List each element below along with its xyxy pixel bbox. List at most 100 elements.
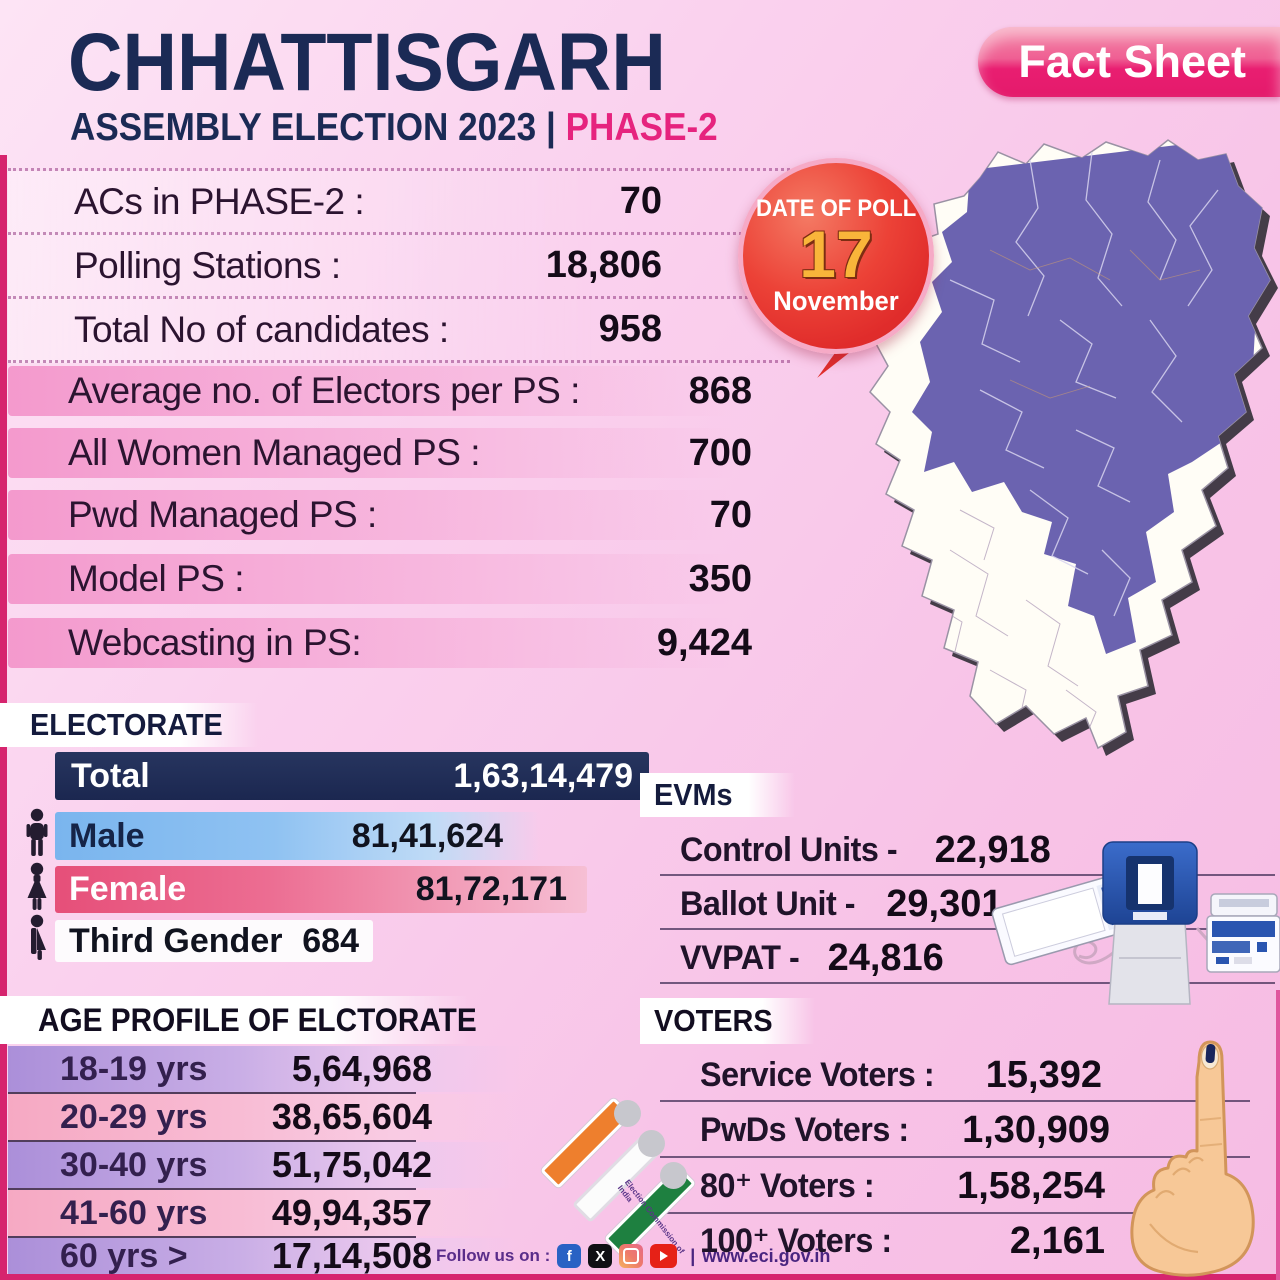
website-link[interactable]: www.eci.gov.in xyxy=(702,1245,831,1266)
subtitle-divider: | xyxy=(545,106,556,149)
stat-label: Pwd Managed PS : xyxy=(68,494,377,535)
subtitle-text: ASSEMBLY ELECTION 2023 xyxy=(70,106,537,149)
age-value: 38,65,604 xyxy=(271,1096,432,1137)
eci-logo: Election Commission of India xyxy=(522,1082,696,1257)
stat-label: ACs in PHASE-2 : xyxy=(74,180,365,222)
stat-value: 9,424 xyxy=(656,621,752,664)
eci-dot xyxy=(638,1130,665,1157)
male-label: Male xyxy=(69,816,145,855)
evm-label: VVPAT - xyxy=(680,938,800,977)
website-separator: | xyxy=(690,1245,696,1266)
voters-row-80plus: 80⁺ Voters : 1,58,254 xyxy=(660,1160,1250,1214)
age-divider xyxy=(8,1092,416,1094)
stat-value: 958 xyxy=(598,308,662,350)
evm-row-ballot-unit: Ballot Unit - 29,301 xyxy=(660,880,1275,930)
stat-row-candidates: Total No of candidates : 958 xyxy=(8,299,790,363)
stat-value: 868 xyxy=(688,369,752,412)
evm-value: 22,918 xyxy=(934,828,1051,871)
voters-row-pwds: PwDs Voters : 1,30,909 xyxy=(660,1104,1250,1158)
facebook-icon[interactable]: f xyxy=(557,1244,582,1268)
eci-dot xyxy=(660,1162,687,1189)
fact-sheet-label: Fact Sheet xyxy=(1018,36,1246,87)
evms-title: EVMs xyxy=(654,777,733,812)
total-value: 1,63,14,479 xyxy=(453,756,633,795)
x-icon[interactable]: X xyxy=(588,1244,613,1268)
male-icon xyxy=(26,808,48,856)
age-value: 17,14,508 xyxy=(271,1235,432,1276)
age-label: 41-60 yrs xyxy=(60,1193,208,1232)
third-gender-icon xyxy=(30,914,46,960)
fact-sheet-badge: Fact Sheet xyxy=(978,27,1280,97)
eci-dot xyxy=(614,1100,641,1127)
footer: Follow us on : f X | www.eci.gov.in xyxy=(436,1244,830,1268)
evm-label: Control Units - xyxy=(680,830,898,869)
evms-header-band: EVMs xyxy=(640,773,795,817)
stat-label: Polling Stations : xyxy=(74,244,341,286)
age-label: 18-19 yrs xyxy=(60,1049,208,1088)
stat-label: Total No of candidates : xyxy=(74,308,449,350)
age-row-60-plus: 60 yrs > 17,14,508 xyxy=(8,1235,520,1276)
voter-value: 1,58,254 xyxy=(957,1164,1105,1207)
age-header-band: AGE PROFILE OF ELCTORATE xyxy=(0,996,477,1044)
date-of-poll-badge: DATE OF POLL 17 November xyxy=(738,158,934,354)
youtube-play-glyph xyxy=(659,1251,668,1261)
age-row-20-29: 20-29 yrs 38,65,604 xyxy=(8,1094,520,1140)
voter-label: PwDs Voters : xyxy=(700,1110,909,1149)
instagram-glyph xyxy=(623,1248,640,1264)
stat-row-polling-stations: Polling Stations : 18,806 xyxy=(8,235,790,299)
electorate-female-bar: Female 81,72,171 xyxy=(55,866,587,913)
date-badge-day: 17 xyxy=(799,217,873,292)
inked-finger-icon xyxy=(1130,1040,1255,1277)
age-label: 30-40 yrs xyxy=(60,1145,208,1184)
female-value: 81,72,171 xyxy=(415,870,567,908)
age-value: 51,75,042 xyxy=(271,1144,432,1185)
date-badge-title: DATE OF POLL xyxy=(755,195,917,223)
stat-row-acs: ACs in PHASE-2 : 70 xyxy=(8,171,790,235)
electorate-male-bar: Male 81,41,624 xyxy=(55,812,541,860)
voter-value: 2,161 xyxy=(1009,1219,1105,1262)
stat-label: Model PS : xyxy=(68,558,244,599)
page-subtitle: ASSEMBLY ELECTION 2023 | PHASE-2 xyxy=(70,106,718,150)
youtube-icon[interactable] xyxy=(650,1244,678,1268)
total-label: Total xyxy=(71,756,150,795)
evm-illustration xyxy=(991,841,1280,1005)
page-title: CHHATTISGARH xyxy=(68,17,666,108)
male-value: 81,41,624 xyxy=(351,816,503,855)
electorate-header-band: ELECTORATE xyxy=(0,703,258,747)
voter-label: 80⁺ Voters : xyxy=(700,1167,875,1205)
stat-label: Webcasting in PS: xyxy=(68,622,362,663)
electorate-total-bar: Total 1,63,14,479 xyxy=(55,752,649,800)
electorate-third-bar: Third Gender 684 xyxy=(55,920,373,962)
evm-row-vvpat: VVPAT - 24,816 xyxy=(660,934,1275,984)
electorate-title: ELECTORATE xyxy=(30,707,223,742)
age-value: 49,94,357 xyxy=(271,1192,432,1233)
voter-value: 15,392 xyxy=(985,1053,1102,1096)
date-badge-month: November xyxy=(773,285,899,316)
age-row-41-60: 41-60 yrs 49,94,357 xyxy=(8,1190,520,1236)
instagram-icon[interactable] xyxy=(619,1244,644,1268)
age-value: 5,64,968 xyxy=(291,1048,432,1089)
voter-value: 1,30,909 xyxy=(962,1108,1110,1151)
stat-value: 700 xyxy=(688,431,752,474)
subtitle-phase: PHASE-2 xyxy=(565,106,718,149)
age-label: 60 yrs > xyxy=(60,1236,188,1275)
evm-value: 24,816 xyxy=(827,936,944,979)
stats-top-block: ACs in PHASE-2 : 70 Polling Stations : 1… xyxy=(8,168,790,363)
stat-value: 70 xyxy=(709,493,752,536)
age-divider xyxy=(8,1140,416,1142)
third-label: Third Gender xyxy=(69,921,283,960)
age-row-30-40: 30-40 yrs 51,75,042 xyxy=(8,1142,520,1188)
voters-row-100plus: 100⁺ Voters : 2,161 xyxy=(660,1216,1250,1266)
stat-value: 18,806 xyxy=(545,244,662,286)
bottom-border xyxy=(0,1274,1280,1280)
voter-label: 100⁺ Voters : xyxy=(700,1222,892,1260)
stat-label: All Women Managed PS : xyxy=(68,432,480,473)
stat-label: Average no. of Electors per PS : xyxy=(68,370,580,411)
stat-value: 350 xyxy=(688,557,752,600)
age-divider xyxy=(8,1236,416,1238)
age-label: 20-29 yrs xyxy=(60,1097,208,1136)
evm-value: 29,301 xyxy=(886,882,1003,925)
age-divider xyxy=(8,1188,416,1190)
voters-row-service: Service Voters : 15,392 xyxy=(660,1050,1250,1102)
stat-row-webcasting: Webcasting in PS: 9,424 xyxy=(8,618,780,668)
